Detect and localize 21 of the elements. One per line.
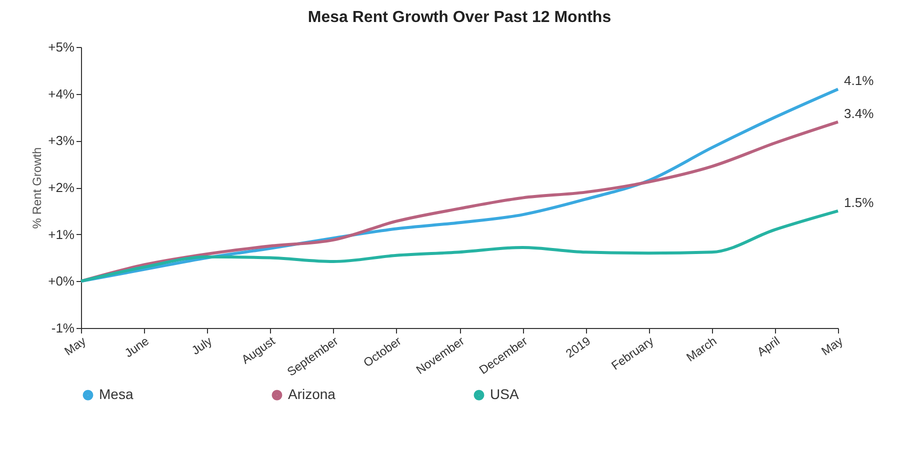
line-series [80,120,840,283]
data-label: 1.5% [844,194,874,210]
legend-label: Arizona [288,386,336,402]
line-series [80,209,840,283]
legend-label: USA [490,386,520,402]
x-tick-label: July [189,334,215,358]
data-label: 4.1% [844,73,874,88]
data-label: 3.4% [844,106,874,121]
y-axis-title: % Rent Growth [30,147,44,229]
y-tick-label: +4% [48,86,75,102]
y-tick-label: +3% [48,133,75,148]
chart-title: Mesa Rent Growth Over Past 12 Months [308,9,612,26]
y-tick-label: +5% [48,40,75,54]
x-tick-label: May [62,334,88,358]
legend-label: Mesa [99,386,134,402]
y-tick-label: +1% [48,226,75,242]
x-tick-label: May [818,334,846,358]
x-tick-label: June [122,334,152,360]
y-tick-label: +0% [48,274,75,289]
y-tick-label: +2% [48,180,75,195]
y-tick-label: -1% [51,320,75,336]
